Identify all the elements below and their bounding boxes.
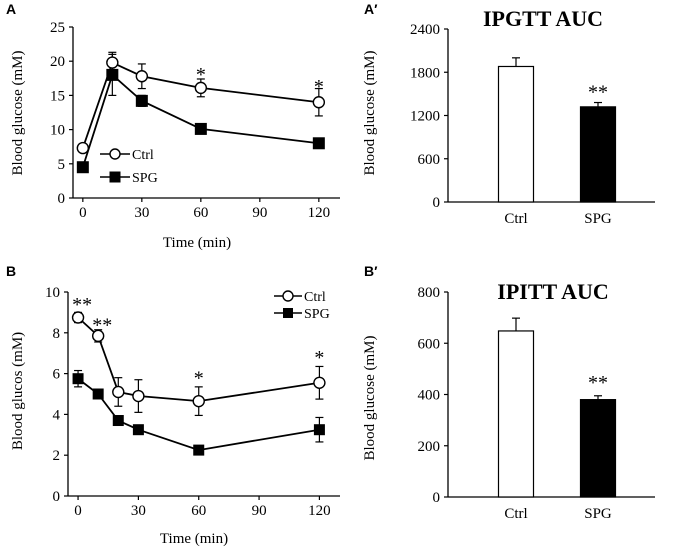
significance-marker: ** [588, 81, 608, 103]
significance-marker: * [314, 76, 324, 98]
x-tick-label: 30 [134, 205, 149, 221]
panel-a-prime-label: A′ [364, 1, 378, 17]
panel-b-legend: Ctrl SPG [274, 290, 330, 322]
y-tick-label: 2400 [410, 22, 440, 38]
y-tick-label: 2 [53, 448, 61, 464]
y-tick-label: 0 [53, 489, 61, 505]
spg-data-point [72, 373, 84, 385]
panel-b-line-chart: B Blood glucos (mM) Time (min) 0 2 4 6 8 10 0… [6, 263, 340, 547]
legend-ctrl-marker [282, 290, 294, 302]
panel-a-legend: Ctrl SPG [100, 148, 158, 186]
ctrl-data-point [192, 394, 205, 408]
legend-spg-marker [283, 308, 293, 318]
spg-data-point [76, 161, 89, 174]
legend-ctrl-label: Ctrl [132, 148, 154, 163]
legend-spg-label: SPG [304, 307, 330, 322]
significance-marker: ** [92, 315, 112, 337]
ctrl-data-point [313, 376, 326, 389]
ctrl-data-point [132, 389, 145, 403]
legend-ctrl-label: Ctrl [304, 290, 326, 305]
panel-b-label: B [6, 263, 16, 279]
x-category-label: Ctrl [504, 506, 527, 522]
x-category-label: SPG [584, 506, 612, 522]
ctrl-data-point [71, 311, 85, 324]
panel-a-prime-y-axis-label: Blood glucose (mM) [362, 51, 378, 176]
ctrl-data-point [194, 81, 208, 95]
y-tick-label: 4 [53, 407, 61, 423]
panel-b-prime-y-axis-label: Blood glucose (mM) [362, 336, 378, 461]
spg-data-point [194, 122, 207, 135]
y-tick-label: 1800 [410, 65, 440, 81]
panel-a-x-axis-label: Time (min) [163, 235, 231, 251]
spg-data-point [312, 137, 325, 150]
panel-b-y-axis-label: Blood glucos (mM) [10, 332, 26, 450]
y-tick-label: 1200 [410, 109, 440, 125]
x-tick-label: 30 [131, 503, 146, 519]
panel-b-prime-title: IPITT AUC [497, 279, 608, 304]
significance-marker: * [314, 347, 324, 369]
y-tick-label: 10 [50, 123, 65, 139]
y-tick-label: 400 [418, 388, 441, 404]
y-tick-label: 600 [418, 336, 441, 352]
y-tick-label: 0 [58, 191, 66, 207]
x-tick-label: 120 [308, 503, 331, 519]
x-tick-label: 90 [252, 503, 267, 519]
y-tick-label: 15 [50, 88, 65, 104]
legend-spg-label: SPG [132, 171, 158, 186]
x-tick-label: 60 [193, 205, 208, 221]
y-tick-label: 5 [58, 157, 66, 173]
y-tick-label: 10 [45, 285, 60, 301]
panel-b-prime-label: B′ [364, 263, 378, 279]
ctrl-data-point [106, 56, 119, 69]
spg-data-point [112, 415, 124, 427]
y-tick-label: 0 [433, 490, 441, 506]
x-tick-label: 0 [79, 205, 87, 221]
panel-a-y-axis-label: Blood glucose (mM) [10, 51, 26, 176]
y-tick-label: 20 [50, 54, 65, 70]
panel-a-prime-title: IPGTT AUC [483, 6, 603, 31]
x-category-label: SPG [584, 211, 612, 227]
y-tick-label: 8 [53, 326, 61, 342]
y-tick-label: 6 [53, 367, 61, 383]
y-tick-label: 200 [418, 439, 441, 455]
significance-marker: * [196, 64, 206, 86]
ctrl-bar [497, 65, 535, 203]
ctrl-data-point [135, 70, 149, 83]
panel-b-x-axis-label: Time (min) [160, 531, 228, 547]
panel-a-line-chart: A Blood glucose (mM) Time (min) 0 5 10 15 20… [6, 1, 340, 251]
y-tick-label: 0 [433, 195, 441, 211]
x-tick-label: 120 [308, 205, 331, 221]
spg-data-point [313, 424, 325, 436]
spg-bar [579, 399, 617, 498]
ctrl-data-point [91, 329, 105, 343]
x-tick-label: 90 [252, 205, 267, 221]
significance-marker: * [194, 368, 204, 390]
y-tick-label: 25 [50, 20, 65, 36]
spg-bar [579, 106, 617, 203]
panel-a-label: A [6, 1, 16, 17]
spg-data-point [92, 388, 104, 400]
spg-data-point [135, 94, 148, 107]
panel-a-prime-bar-chart: A′ IPGTT AUC Blood glucose (mM) 0 600 1200… [362, 1, 655, 227]
panel-b-prime-bar-chart: B′ IPITT AUC Blood glucose (mM) 0 200 400 6… [362, 263, 655, 522]
spg-data-point [193, 444, 205, 456]
x-tick-label: 60 [191, 503, 206, 519]
y-tick-label: 800 [418, 285, 441, 301]
y-tick-label: 600 [418, 152, 441, 168]
spg-data-point [132, 424, 144, 436]
significance-marker: ** [588, 372, 608, 394]
significance-marker: ** [72, 294, 92, 316]
ctrl-data-point [112, 385, 125, 399]
ctrl-data-point [76, 141, 90, 155]
x-category-label: Ctrl [504, 211, 527, 227]
x-tick-label: 0 [74, 503, 82, 519]
legend-spg-marker [109, 171, 121, 183]
ctrl-bar [497, 330, 535, 498]
legend-ctrl-marker [109, 148, 121, 160]
ctrl-data-point [312, 96, 326, 109]
